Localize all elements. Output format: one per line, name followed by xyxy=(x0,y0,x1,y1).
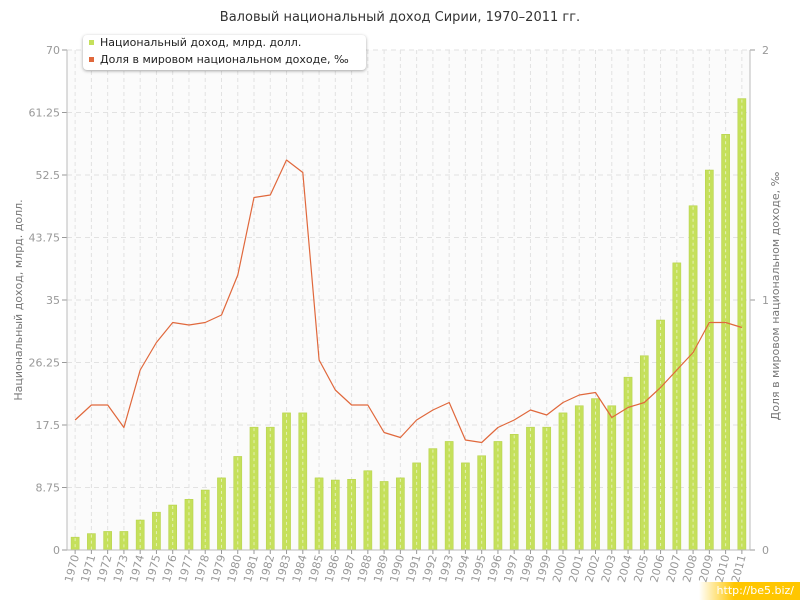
bar xyxy=(347,479,356,551)
legend: Национальный доход, млрд. долл. Доля в м… xyxy=(83,35,366,70)
y-tick-label: 70 xyxy=(46,44,60,57)
y2-tick-label: 1 xyxy=(762,294,769,307)
y-tick-label: 26.25 xyxy=(29,357,61,370)
y-axis-label: Национальный доход, млрд. долл. xyxy=(12,199,25,400)
watermark[interactable]: http://be5.biz/ xyxy=(698,582,800,600)
legend-swatch-line xyxy=(89,56,94,62)
chart-title: Валовый национальный доход Сирии, 1970–2… xyxy=(219,10,581,25)
bar xyxy=(331,479,340,551)
y-tick-label: 8.75 xyxy=(36,482,61,495)
legend-swatch-bar xyxy=(89,39,94,45)
line-series xyxy=(74,159,743,444)
legend-label-share: Доля в мировом национальном доходе, ‰ xyxy=(100,53,349,66)
legend-label-income: Национальный доход, млрд. долл. xyxy=(100,36,302,49)
series-line-share xyxy=(74,159,743,444)
legend-item-income[interactable]: Национальный доход, млрд. долл. xyxy=(89,36,301,50)
y2-axis-label: Доля в мировом национальном доходе, ‰ xyxy=(769,171,782,420)
y-tick-label: 61.25 xyxy=(29,107,61,120)
legend-item-share[interactable]: Доля в мировом национальном доходе, ‰ xyxy=(89,53,349,67)
y-tick-label: 52.5 xyxy=(36,169,61,182)
y-tick-label: 43.75 xyxy=(29,232,61,245)
axes: 08.7517.526.253543.7552.561.257001219701… xyxy=(29,44,770,584)
y2-tick-label: 2 xyxy=(762,44,769,57)
y-tick-label: 0 xyxy=(53,544,60,557)
y-tick-label: 17.5 xyxy=(36,419,61,432)
y-tick-label: 35 xyxy=(46,294,60,307)
y2-tick-label: 0 xyxy=(762,544,769,557)
bar xyxy=(379,481,389,551)
